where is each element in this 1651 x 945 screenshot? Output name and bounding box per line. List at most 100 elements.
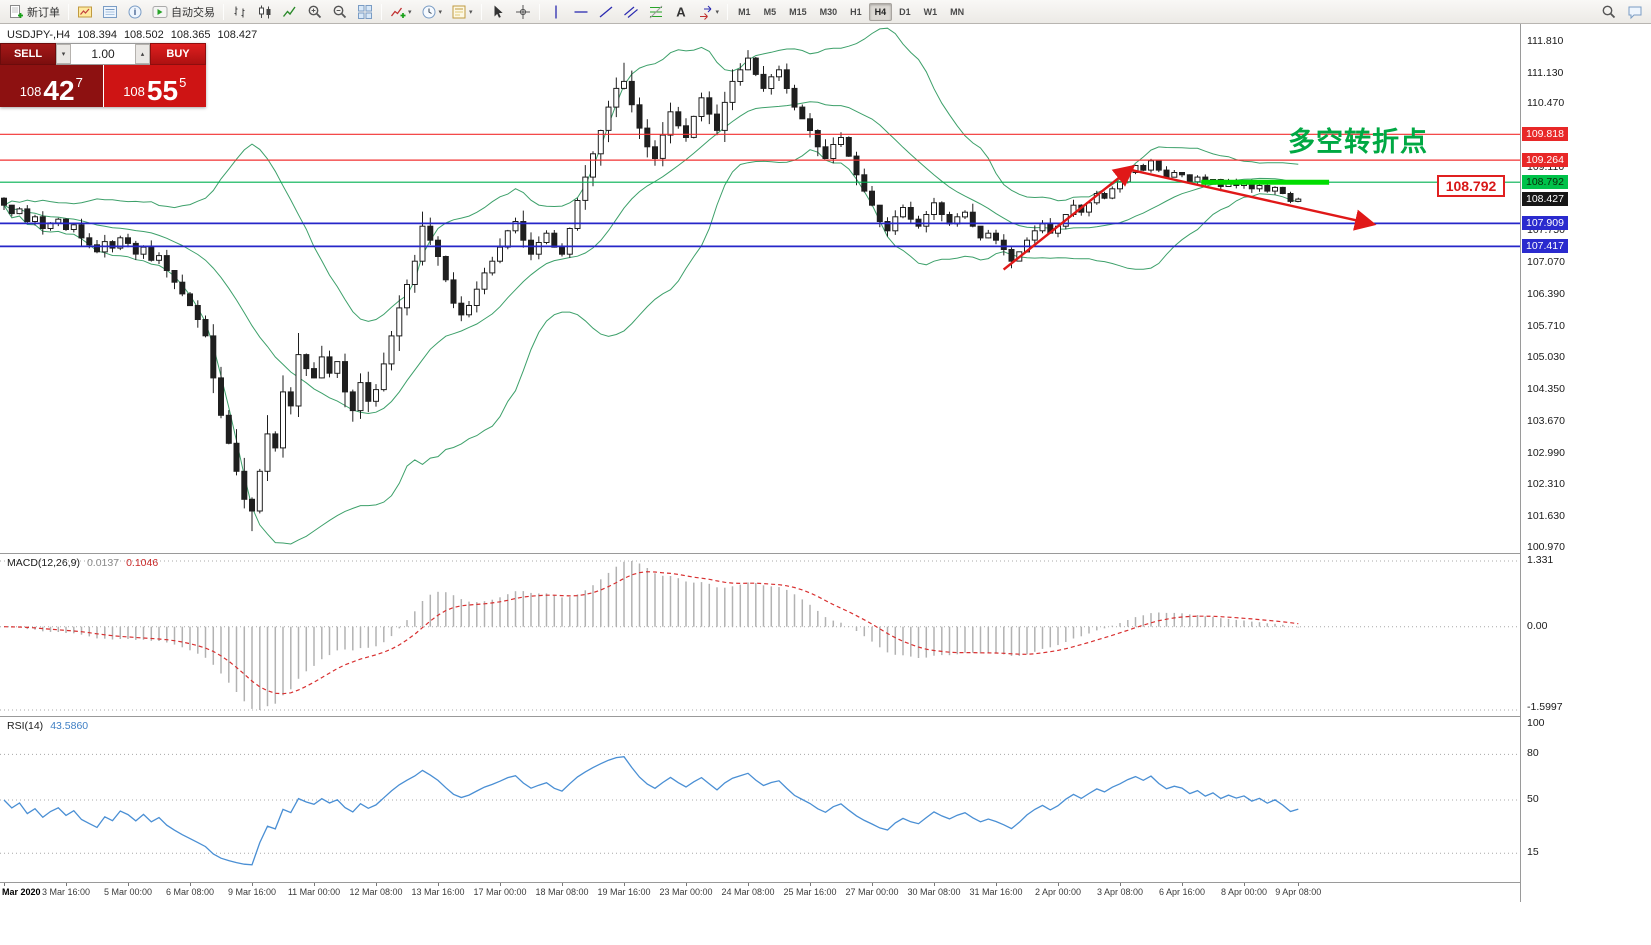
time-axis-tick — [686, 883, 687, 886]
sell-button[interactable]: SELL — [0, 43, 56, 65]
macd-scale-min: -1.5997 — [1527, 701, 1563, 713]
rsi-value: 43.5860 — [50, 720, 89, 732]
rsi-scale-label: 50 — [1527, 793, 1539, 805]
volume-decrease-button[interactable]: ▾ — [56, 44, 71, 64]
search-icon[interactable] — [1597, 2, 1621, 22]
sell-price-prefix: 108 — [19, 84, 42, 99]
volume-increase-button[interactable]: ▴ — [135, 44, 150, 64]
time-axis-label: 31 Mar 16:00 — [969, 887, 1023, 897]
time-axis-tick — [934, 883, 935, 886]
symbol-info: USDJPY-,H4 108.394 108.502 108.365 108.4… — [7, 29, 257, 41]
arrows-icon[interactable]: ▾ — [694, 2, 724, 22]
bar-high-value: 108.502 — [123, 29, 164, 41]
sell-price-display[interactable]: 108 42 7 — [0, 65, 103, 107]
time-axis-label: 6 Apr 16:00 — [1158, 887, 1206, 897]
timeframe-m5-button[interactable]: M5 — [763, 6, 777, 17]
time-axis[interactable]: Mar 2020 3 Mar 16:00 5 Mar 00:00 6 Mar 08:0… — [0, 882, 1520, 902]
chat-icon[interactable] — [1623, 2, 1647, 22]
time-axis-label: 19 Mar 16:00 — [597, 887, 651, 897]
bollinger-bands — [3, 27, 1299, 545]
price-chart-panel[interactable]: USDJPY-,H4 108.394 108.502 108.365 108.4… — [0, 24, 1520, 553]
timeframe-d1-button[interactable]: D1 — [899, 6, 911, 17]
price-tag: 107.417 — [1522, 239, 1568, 254]
price-scale-label: 107.070 — [1527, 256, 1565, 269]
timeframe-m1-button[interactable]: M1 — [738, 6, 751, 17]
time-axis-label: 12 Mar 08:00 — [349, 887, 403, 897]
data-window-icon[interactable]: i — [123, 2, 147, 22]
bar-open-value: 108.394 — [77, 29, 117, 41]
main-toolbar: 新订单 i 自动交易 ▾ ▾ ▾ A ▾ M1 M5 M15 M30 H1 H4 D1 W1 MN — [0, 0, 1651, 24]
toolbar-separator — [480, 3, 482, 20]
panel-splitter[interactable] — [0, 551, 1651, 554]
time-axis-tick — [500, 883, 501, 886]
time-axis-tick — [4, 883, 5, 886]
time-axis-label: 23 Mar 00:00 — [659, 887, 713, 897]
time-axis-tick — [1298, 883, 1300, 886]
volume-input[interactable] — [71, 44, 135, 64]
timeframe-h1-button[interactable]: H1 — [850, 6, 862, 17]
horizontal-line-icon[interactable] — [569, 2, 593, 22]
rsi-scale-label: 15 — [1527, 846, 1539, 859]
price-scale-label: 103.670 — [1527, 414, 1565, 427]
price-scale-label: 102.310 — [1527, 478, 1565, 491]
bar-chart-mode-icon[interactable] — [228, 2, 252, 22]
price-tag: 109.264 — [1522, 153, 1568, 168]
time-axis-label: 27 Mar 00:00 — [845, 887, 899, 897]
price-scale[interactable]: 111.810111.130110.470109.110107.750107.0… — [1520, 24, 1651, 902]
profiles-icon[interactable] — [73, 2, 97, 22]
toolbar-separator — [727, 3, 729, 20]
auto-trading-button-label: 自动交易 — [171, 6, 215, 19]
time-axis-tick — [748, 883, 749, 886]
toolbar-right-group — [1597, 2, 1647, 22]
line-chart-mode-icon[interactable] — [278, 2, 302, 22]
price-scale-label: 105.030 — [1527, 351, 1565, 364]
timeframe-h4-button[interactable]: H4 — [868, 2, 893, 21]
new-order-button[interactable]: 新订单 — [4, 2, 64, 22]
price-level-label[interactable]: 108.792 — [1437, 175, 1505, 197]
macd-chart — [0, 560, 1520, 711]
rsi-scale-label: 100 — [1527, 717, 1545, 729]
time-axis-label: 30 Mar 08:00 — [907, 887, 961, 897]
fibonacci-icon[interactable] — [644, 2, 668, 22]
rsi-scale-label: 80 — [1527, 747, 1539, 760]
buy-price-display[interactable]: 108 55 5 — [103, 65, 206, 107]
auto-trading-button[interactable]: 自动交易 — [148, 2, 219, 22]
vertical-line-icon[interactable] — [544, 2, 568, 22]
panel-splitter[interactable] — [0, 714, 1651, 717]
timeframe-mn-button[interactable]: MN — [950, 6, 965, 17]
crosshair-icon[interactable] — [511, 2, 535, 22]
text-icon[interactable]: A — [669, 2, 693, 22]
timeframe-w1-button[interactable]: W1 — [923, 6, 938, 17]
zoom-in-icon[interactable] — [303, 2, 327, 22]
rsi-chart — [0, 753, 1520, 866]
market-watch-icon[interactable] — [98, 2, 122, 22]
periods-icon[interactable]: ▾ — [417, 2, 447, 22]
toolbar-separator — [538, 3, 540, 20]
trendline-icon[interactable] — [594, 2, 618, 22]
price-tag: 108.427 — [1522, 192, 1568, 207]
cursor-icon[interactable] — [486, 2, 510, 22]
rsi-line — [3, 756, 1299, 866]
channel-icon[interactable] — [619, 2, 643, 22]
price-scale-label: 101.630 — [1527, 510, 1565, 523]
svg-text:i: i — [134, 7, 137, 17]
time-axis-label: 3 Mar 16:00 — [41, 887, 91, 897]
price-tag: 109.818 — [1522, 127, 1568, 142]
bar-low-value: 108.365 — [170, 29, 211, 41]
macd-signal-line — [3, 571, 1299, 695]
buy-button[interactable]: BUY — [150, 43, 206, 65]
zoom-out-icon[interactable] — [328, 2, 352, 22]
timeframe-m15-button[interactable]: M15 — [789, 6, 807, 17]
time-axis-label: 3 Apr 08:00 — [1096, 887, 1144, 897]
time-axis-tick — [190, 883, 191, 886]
tile-windows-icon[interactable] — [353, 2, 377, 22]
time-axis-tick — [872, 883, 873, 886]
macd-title: MACD(12,26,9) — [7, 557, 80, 569]
bar-close-value: 108.427 — [217, 29, 258, 41]
candlestick-mode-icon[interactable] — [253, 2, 277, 22]
timeframe-m30-button[interactable]: M30 — [819, 6, 838, 17]
rsi-indicator-panel[interactable]: RSI(14) 43.5860 — [0, 716, 1520, 882]
indicators-icon[interactable]: ▾ — [386, 2, 416, 22]
templates-icon[interactable]: ▾ — [447, 2, 477, 22]
macd-indicator-panel[interactable]: MACD(12,26,9) 0.0137 0.1046 — [0, 553, 1520, 716]
